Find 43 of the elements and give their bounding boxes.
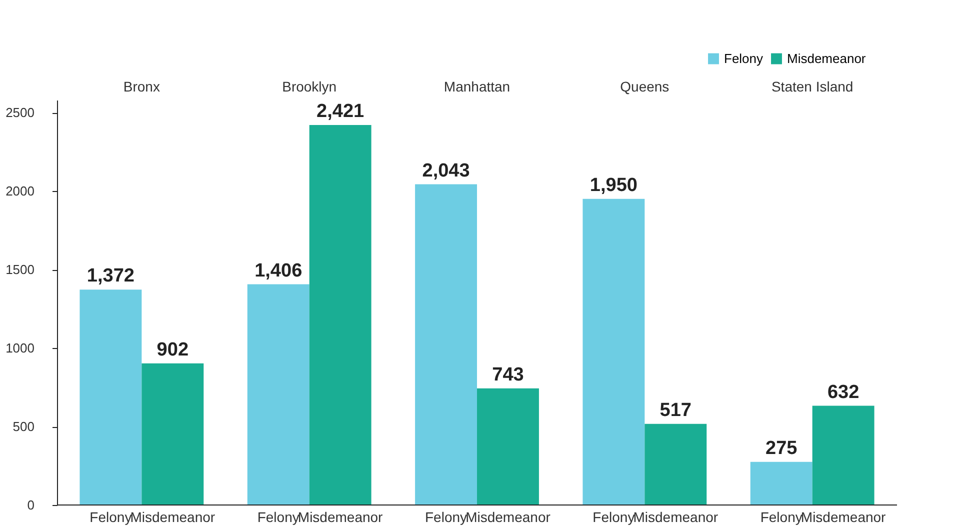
x-tick-label: Bronx xyxy=(123,78,160,94)
bar xyxy=(80,290,142,505)
x-tick-label: Brooklyn xyxy=(282,78,337,94)
text: Misdemeanor xyxy=(466,509,550,525)
text: Felony xyxy=(425,509,468,525)
data-label: 517 xyxy=(660,400,692,421)
y-tick-label: 1500 xyxy=(6,262,34,278)
y-tick-label: 500 xyxy=(12,419,34,434)
bar xyxy=(582,198,645,505)
text: Felony xyxy=(592,509,635,525)
legend-label: Misdemeanor xyxy=(787,50,866,66)
bar xyxy=(247,284,310,505)
text: Misdemeanor xyxy=(298,509,383,525)
data-label: 632 xyxy=(827,382,860,403)
x-tick-label: Manhattan xyxy=(444,78,510,94)
bar xyxy=(644,424,707,505)
data-label: 1,372 xyxy=(86,266,134,287)
data-label: 1,950 xyxy=(590,174,638,196)
text: Misdemeanor xyxy=(633,509,718,525)
data-label: 743 xyxy=(492,364,524,386)
y-tick-label: 2500 xyxy=(6,105,34,120)
data-label: 1,406 xyxy=(254,260,302,282)
bar xyxy=(309,124,372,505)
text: Felony xyxy=(760,509,802,525)
data-label: 902 xyxy=(156,339,189,360)
text: Misdemeanor xyxy=(800,509,886,525)
data-label: 2,043 xyxy=(422,160,470,182)
bar xyxy=(142,363,204,505)
bar xyxy=(812,406,874,505)
data-label: 2,421 xyxy=(316,100,365,122)
x-tick-label: Queens xyxy=(620,78,670,94)
bar xyxy=(415,184,477,505)
data-label: 275 xyxy=(765,438,798,459)
text: Felony xyxy=(257,509,300,525)
y-tick-label: 0 xyxy=(27,498,34,512)
x-tick-label: Staten Island xyxy=(771,78,854,94)
y-tick-label: 2000 xyxy=(6,184,34,199)
legend-label: Felony xyxy=(724,50,764,66)
bar xyxy=(750,462,812,505)
text: Misdemeanor xyxy=(130,509,216,525)
text: Felony xyxy=(90,509,132,525)
y-tick-label: 1000 xyxy=(6,340,34,356)
bar xyxy=(477,388,539,505)
